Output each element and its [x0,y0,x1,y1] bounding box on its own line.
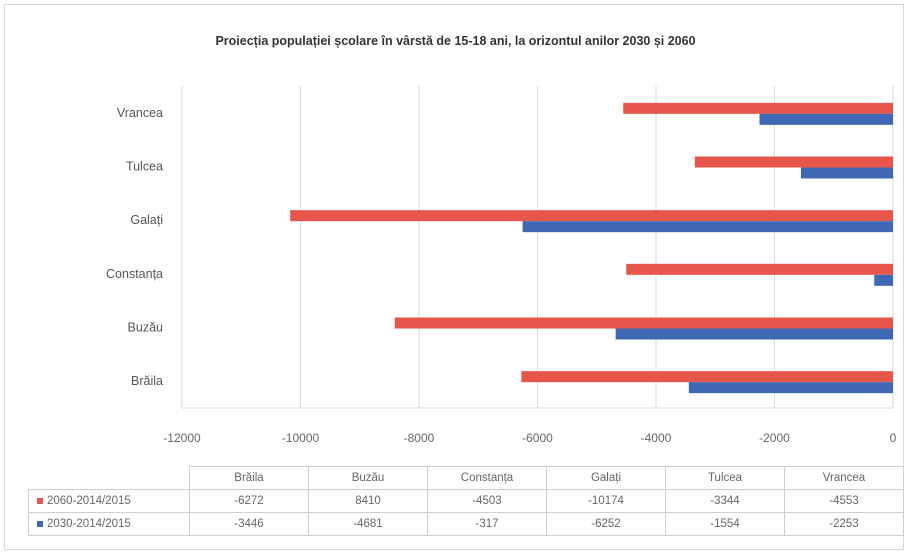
table-cell: 8410 [308,489,428,513]
table-cell: -10174 [546,489,666,513]
table-header-cell: Galați [546,466,666,490]
legend-entry-2030: 2030-2014/2015 [28,512,190,536]
data-table: Brăila Buzău Constanța Galați Tulcea Vra… [28,466,904,536]
x-tick-label: -10000 [282,431,320,445]
y-category-label: Vrancea [117,106,163,120]
x-tick-label: -12000 [163,431,201,445]
bar-2060 [694,156,893,168]
bar-2060 [623,102,893,114]
legend-label: 2060-2014/2015 [47,495,131,507]
legend-label: 2030-2014/2015 [47,518,131,530]
bar-2060 [290,210,893,222]
table-cell: -4503 [427,489,547,513]
bar-2060 [521,371,893,383]
table-cell: -2253 [784,512,904,536]
table-cell: -3446 [189,512,309,536]
table-header-cell: Buzău [308,466,428,490]
bar-2060 [626,263,893,275]
table-row-series-2030: 2030-2014/2015 -3446 -4681 -317 -6252 -1… [28,512,904,536]
bar-2030 [800,167,893,179]
bar-2060 [394,317,893,329]
y-category-label: Constanța [106,267,163,281]
table-cell: -4681 [308,512,428,536]
table-cell: -4553 [784,489,904,513]
table-cell: -1554 [665,512,785,536]
table-cell: -317 [427,512,547,536]
bar-2030 [615,328,893,340]
y-category-label: Brăila [131,374,163,388]
x-tick-label: -6000 [522,431,553,445]
x-tick-label: 0 [890,431,897,445]
table-corner [28,466,190,490]
x-tick-label: -4000 [641,431,672,445]
x-tick-label: -8000 [404,431,435,445]
bar-2030 [874,274,893,286]
table-header-row: Brăila Buzău Constanța Galați Tulcea Vra… [28,466,904,490]
x-tick-label: -2000 [759,431,790,445]
table-header-cell: Tulcea [665,466,785,490]
legend-key-blue [37,520,43,527]
table-cell: -3344 [665,489,785,513]
y-category-label: Buzău [128,321,163,335]
bar-2030 [522,221,893,233]
bar-2030 [759,113,893,125]
y-category-label: Galați [130,213,163,227]
legend-entry-2060: 2060-2014/2015 [28,489,190,513]
table-row-series-2060: 2060-2014/2015 -6272 8410 -4503 -10174 -… [28,489,904,513]
table-cell: -6252 [546,512,666,536]
chart-frame [4,4,904,550]
y-category-label: Tulcea [126,160,163,174]
chart-title: Proiecția populației școlare în vârstă d… [215,34,696,48]
table-header-cell: Brăila [189,466,309,490]
table-header-cell: Constanța [427,466,547,490]
legend-key-red [37,497,43,504]
table-header-cell: Vrancea [784,466,904,490]
table-cell: -6272 [189,489,309,513]
bar-2030 [688,382,893,394]
